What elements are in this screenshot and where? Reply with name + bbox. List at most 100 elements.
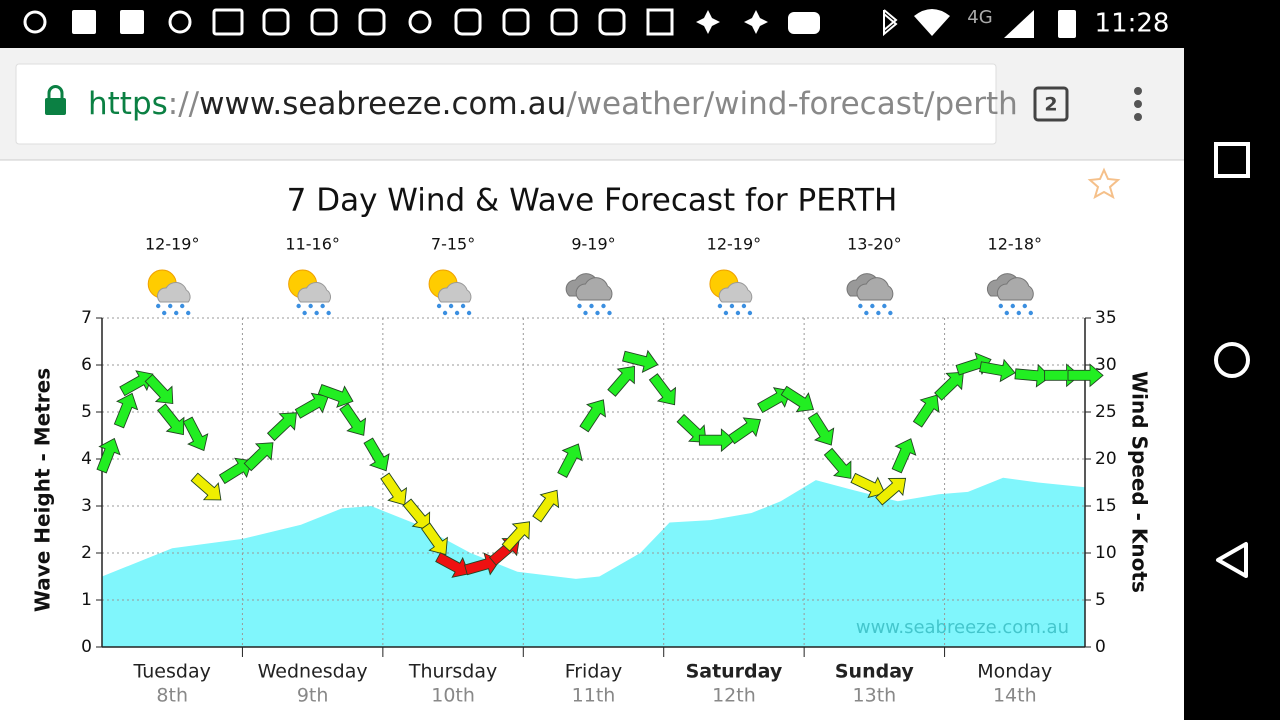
rain-drop: [1028, 310, 1033, 316]
wind-arrow: [243, 442, 274, 472]
y2-tick-label: 10: [1095, 543, 1117, 563]
rain-drop: [882, 303, 887, 309]
cloud: [156, 282, 191, 303]
url[interactable]: https://www.seabreeze.com.au/weather/win…: [88, 86, 1018, 122]
day-temps: 11-16°: [285, 235, 340, 254]
y-tick-label: 1: [81, 590, 92, 610]
wind-arrow: [1014, 363, 1051, 388]
y2-axis-label: Wind Speed - Knots: [1128, 371, 1152, 593]
wind-arrow: [339, 402, 367, 436]
wind-arrow: [266, 412, 297, 442]
day-name: Wednesday: [258, 661, 368, 683]
day-temps: 12-18°: [988, 235, 1043, 254]
wind-arrow: [850, 472, 886, 499]
wind-arrow: [380, 472, 408, 506]
rain-drop: [577, 303, 582, 309]
y-tick-label: 2: [81, 543, 92, 563]
y-axis-label: Wave Height - Metres: [31, 368, 55, 612]
weather-icon: [147, 269, 191, 316]
wind-arrow: [317, 383, 354, 408]
wind-arrow: [823, 447, 852, 479]
chart: 7 Day Wind & Wave Forecast for PERTH Wav…: [31, 183, 1152, 707]
wind-arrow: [435, 552, 470, 578]
day-temps: 7-15°: [431, 235, 475, 254]
rain-drop: [595, 310, 600, 316]
bookmark-star[interactable]: [1087, 167, 1121, 200]
wind-arrow: [1067, 363, 1104, 388]
status-bar: [0, 0, 1280, 48]
wind-arrow: [728, 417, 762, 445]
rain-drop: [442, 310, 448, 316]
rain-drop: [314, 310, 319, 316]
y-tick-label: 7: [81, 308, 92, 328]
rain-drop: [436, 303, 442, 309]
day-date: 13th: [853, 685, 897, 707]
y2-tick-label: 0: [1095, 637, 1106, 657]
clock: 11:28: [1095, 9, 1170, 39]
home-button[interactable]: [1214, 342, 1250, 378]
wind-arrow: [934, 371, 964, 401]
back-button[interactable]: [1216, 542, 1248, 578]
rain-drop: [998, 303, 1003, 309]
rain-drop: [870, 303, 875, 309]
wind-arrow: [891, 438, 917, 474]
weather-icon: [288, 269, 331, 316]
wind-arrow: [294, 392, 329, 419]
tab-count: 2: [1044, 94, 1057, 116]
url-scheme: https: [88, 86, 168, 122]
y2-tick-label: 5: [1095, 590, 1106, 610]
rain-drop: [723, 310, 729, 316]
wind-arrow: [607, 365, 635, 397]
cloud: [575, 277, 613, 301]
rain-drop: [174, 310, 179, 316]
rain-drop: [735, 310, 741, 316]
recents-button[interactable]: [1214, 142, 1250, 178]
wind-arrow: [807, 412, 835, 446]
rain-drop: [1016, 310, 1021, 316]
wind-arrow: [1044, 363, 1081, 388]
cloud: [437, 282, 472, 303]
rain-drop: [729, 303, 735, 309]
weather-icon: [428, 269, 472, 316]
wind-arrow: [912, 394, 940, 428]
rain-drop: [888, 310, 893, 316]
day-temps: 12-19°: [145, 235, 200, 254]
day-temps: 9-19°: [571, 235, 615, 254]
y-tick-label: 3: [81, 496, 92, 516]
day-date: 9th: [297, 685, 329, 707]
rain-drop: [583, 310, 588, 316]
weather-icon: [709, 269, 753, 316]
url-separator: ://: [168, 86, 200, 122]
rain-drop: [1022, 303, 1027, 309]
day-date: 12th: [712, 685, 756, 707]
day-temps: 12-19°: [707, 235, 762, 254]
y-tick-label: 5: [81, 402, 92, 422]
day-temps: 13-20°: [847, 235, 902, 254]
menu-button[interactable]: [1134, 87, 1142, 121]
network-type: 4G: [967, 7, 992, 28]
y2-tick-label: 30: [1095, 355, 1117, 375]
url-path: /weather/wind-forecast/perth: [566, 86, 1018, 122]
day-date: 8th: [156, 685, 188, 707]
rain-drop: [156, 303, 161, 309]
rain-drop: [466, 310, 472, 316]
wind-arrow: [157, 403, 185, 436]
rain-drop: [741, 303, 747, 309]
rain-drop: [454, 310, 460, 316]
y-tick-label: 6: [81, 355, 92, 375]
rain-drop: [460, 303, 466, 309]
rain-drop: [320, 303, 325, 309]
rain-drop: [308, 303, 313, 309]
wind-arrow: [676, 413, 707, 443]
tabs-button[interactable]: [1033, 86, 1069, 122]
day-name: Monday: [977, 661, 1052, 683]
rain-drop: [1010, 303, 1015, 309]
url-bar[interactable]: [15, 63, 997, 145]
rain-drop: [296, 303, 301, 309]
notification-icons: [23, 8, 1076, 38]
y-tick-label: 0: [81, 637, 92, 657]
wind-arrow: [144, 373, 174, 405]
y2-tick-label: 35: [1095, 308, 1117, 328]
rain-drop: [186, 310, 191, 316]
wind-arrow: [113, 392, 139, 429]
